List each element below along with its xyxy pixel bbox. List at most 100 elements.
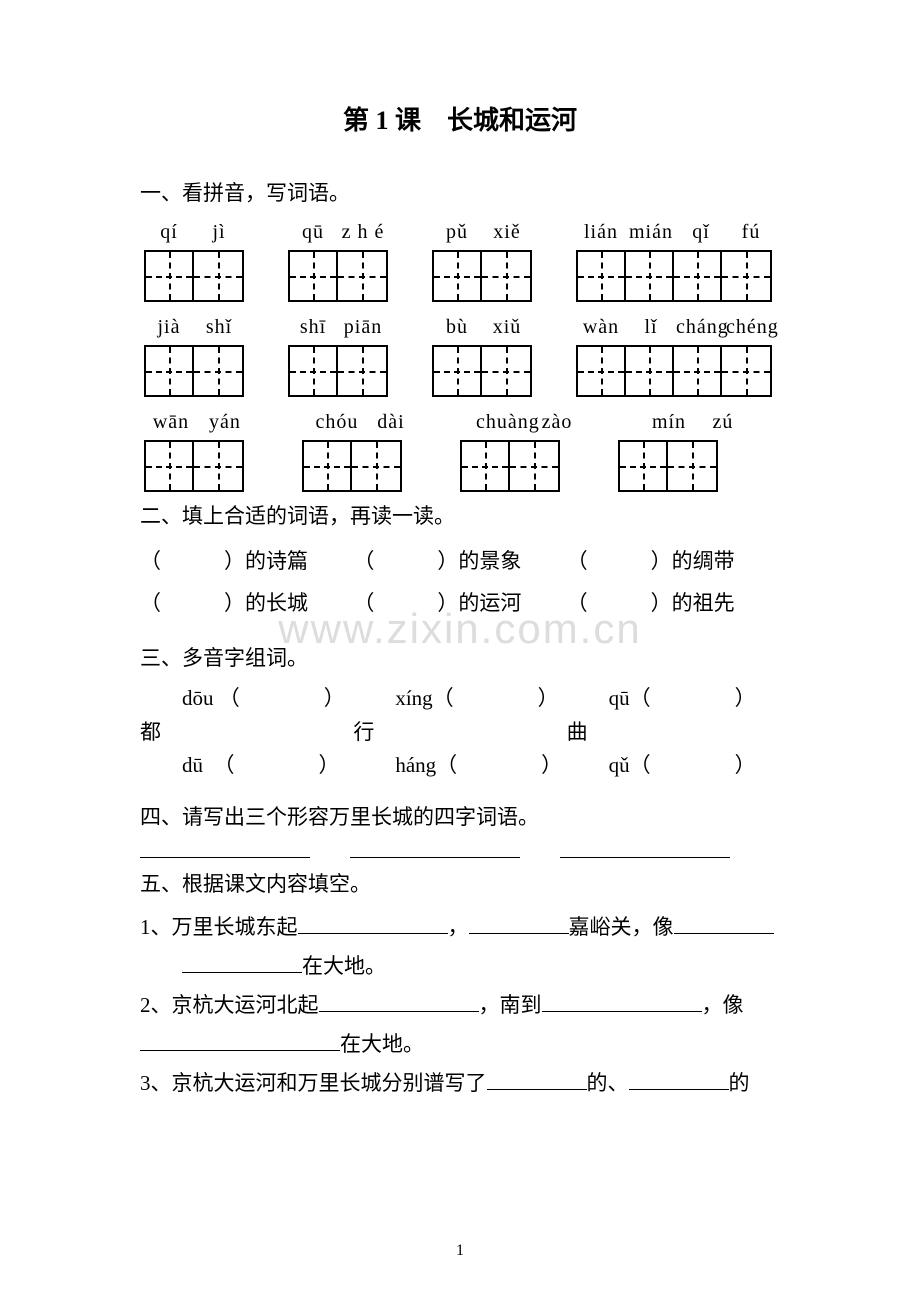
- pinyin-syllable: qí: [144, 221, 194, 244]
- blank: [182, 950, 302, 973]
- char-box-group: [432, 250, 532, 302]
- text: 1、万里长城东起: [140, 915, 298, 939]
- text: 3、京杭大运河和万里长城分别谱写了: [140, 1071, 487, 1095]
- pinyin-syllable: mín: [642, 411, 696, 434]
- pinyin-syllable: chéng: [726, 316, 776, 339]
- pinyin-syllable: wān: [144, 411, 198, 434]
- polyphone-reading: dū （ ）: [140, 749, 353, 783]
- section5-heading: 五、根据课文内容填空。: [140, 868, 780, 898]
- text: 在大地。: [340, 1032, 424, 1056]
- pinyin-syllable: qǐ: [676, 221, 726, 244]
- char-box-group: [288, 250, 388, 302]
- char-box-group: [576, 345, 772, 397]
- pinyin-row: jiàshǐ shīpiān bùxiǔ wànlǐchángchéng: [140, 316, 780, 339]
- polyphone-char: 行: [353, 716, 566, 750]
- section5-q1: 1、万里长城东起 ， 嘉峪关，像 在大地。: [140, 908, 780, 986]
- pinyin-syllable: z h é: [338, 221, 388, 244]
- pinyin-syllable: shī: [288, 316, 338, 339]
- fill-phrase-item: （ ）的运河: [353, 582, 566, 624]
- section3-body: dōu （ ） xíng（ ） qū（ ）都行曲 dū （ ） háng（ ） …: [140, 682, 780, 783]
- char-box: [668, 442, 716, 490]
- char-box: [674, 347, 722, 395]
- pinyin-syllable: qū: [288, 221, 338, 244]
- char-box: [578, 252, 626, 300]
- pinyin-group: bùxiǔ: [432, 316, 532, 339]
- pinyin-syllable: mián: [626, 221, 676, 244]
- char-box-group: [460, 440, 560, 492]
- polyphone-reading: xíng（ ）: [353, 682, 566, 716]
- text: 嘉峪关，像: [569, 915, 674, 939]
- pinyin-row: wānyánchóudàichuàngzàomínzú: [140, 411, 780, 434]
- polyphone-char: 曲: [567, 716, 780, 750]
- section1-body: qíjìqūz h épǔxiěliánmiánqǐfújiàshǐshīpiā…: [140, 221, 780, 492]
- fill-phrase-item: （ ）的绸带: [567, 540, 780, 582]
- pinyin-group: wānyán: [144, 411, 252, 434]
- char-box: [434, 252, 482, 300]
- pinyin-syllable: piān: [338, 316, 388, 339]
- char-box: [146, 347, 194, 395]
- blank: [542, 989, 702, 1012]
- pinyin-syllable: lǐ: [626, 316, 676, 339]
- pinyin-syllable: dài: [364, 411, 418, 434]
- char-box: [722, 347, 770, 395]
- text: 在大地。: [302, 954, 386, 978]
- pinyin-syllable: zào: [530, 411, 584, 434]
- char-box: [352, 442, 400, 490]
- blank: [140, 841, 310, 859]
- char-box: [482, 347, 530, 395]
- blank: [350, 841, 520, 859]
- text: ，南到: [479, 993, 542, 1017]
- char-box: [434, 347, 482, 395]
- pinyin-group: liánmiánqǐfú: [576, 221, 776, 244]
- char-box: [146, 442, 194, 490]
- polyphone-reading: qǔ（ ）: [567, 749, 780, 783]
- pinyin-syllable: jì: [194, 221, 244, 244]
- pinyin-group: wànlǐchángchéng: [576, 316, 776, 339]
- polyphone-char: 都: [140, 716, 353, 750]
- blank: [674, 911, 774, 934]
- pinyin-group: mínzú: [642, 411, 750, 434]
- pinyin-syllable: jià: [144, 316, 194, 339]
- section4-blanks: [140, 841, 780, 859]
- char-box: [304, 442, 352, 490]
- char-box: [338, 252, 386, 300]
- pinyin-syllable: yán: [198, 411, 252, 434]
- blank: [629, 1067, 729, 1090]
- polyphone-reading: háng（ ）: [353, 749, 566, 783]
- fill-phrase-item: （ ）的景象: [353, 540, 566, 582]
- char-box: [146, 252, 194, 300]
- char-box: [626, 347, 674, 395]
- char-box: [722, 252, 770, 300]
- char-box: [626, 252, 674, 300]
- section5-q3: 3、京杭大运河和万里长城分别谱写了 的、 的: [140, 1064, 780, 1103]
- text: 的: [729, 1071, 750, 1095]
- char-box: [194, 442, 242, 490]
- char-box: [290, 347, 338, 395]
- pinyin-row: qíjìqūz h épǔxiěliánmiánqǐfú: [140, 221, 780, 244]
- pinyin-group: shīpiān: [288, 316, 388, 339]
- pinyin-group: qūz h é: [288, 221, 388, 244]
- pinyin-syllable: lián: [576, 221, 626, 244]
- pinyin-syllable: fú: [726, 221, 776, 244]
- section4-heading: 四、请写出三个形容万里长城的四字词语。: [140, 801, 780, 831]
- pinyin-syllable: xiǔ: [482, 316, 532, 339]
- char-box: [194, 347, 242, 395]
- text: ，: [448, 915, 469, 939]
- pinyin-group: qíjì: [144, 221, 244, 244]
- pinyin-syllable: shǐ: [194, 316, 244, 339]
- blank: [487, 1067, 587, 1090]
- char-box: [462, 442, 510, 490]
- blank: [469, 911, 569, 934]
- page-number: 1: [456, 1242, 464, 1260]
- char-box-group: [302, 440, 402, 492]
- pinyin-syllable: wàn: [576, 316, 626, 339]
- fill-phrase-row: （ ）的诗篇（ ）的景象（ ）的绸带: [140, 540, 780, 582]
- char-box: [290, 252, 338, 300]
- fill-phrase-item: （ ）的长城: [140, 582, 353, 624]
- char-box: [620, 442, 668, 490]
- polyphone-reading: qū（ ）: [567, 682, 780, 716]
- text: 的、: [587, 1071, 629, 1095]
- pinyin-group: chóudài: [310, 411, 418, 434]
- char-box: [510, 442, 558, 490]
- lesson-title: 第 1 课 长城和运河: [140, 100, 780, 137]
